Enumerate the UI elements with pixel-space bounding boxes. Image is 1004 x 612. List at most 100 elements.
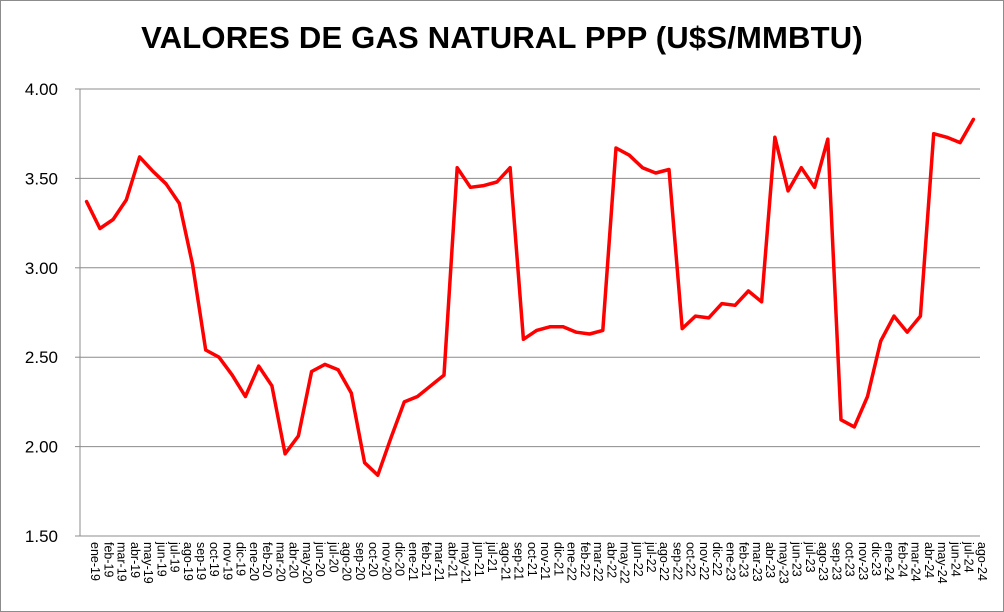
data-point	[323, 362, 327, 366]
data-point	[151, 169, 155, 173]
x-tick-label: ene-23	[723, 542, 737, 581]
data-point	[416, 395, 419, 399]
x-tick-label: feb-21	[419, 542, 433, 577]
data-point	[402, 400, 406, 404]
x-tick-label: jul-22	[644, 541, 658, 573]
data-point	[733, 303, 737, 307]
data-point	[826, 137, 830, 141]
x-tick-label: jun-23	[790, 541, 804, 577]
x-tick-label: ago-21	[498, 542, 512, 581]
x-axis-tick-labels: ene-19 feb-19 mar-19 abr-19 may-19 jun-19 jul-…	[88, 541, 989, 584]
x-tick-label: dic-21	[551, 542, 565, 576]
data-point	[945, 135, 949, 139]
data-point	[786, 189, 790, 193]
data-point	[680, 327, 684, 331]
data-point	[230, 373, 234, 377]
data-point	[349, 391, 353, 395]
series-lines	[84, 117, 976, 477]
x-tick-label: feb-24	[895, 542, 909, 577]
x-tick-label: abr-20	[287, 542, 301, 578]
x-tick-label: abr-23	[763, 542, 777, 578]
y-tick-label: 3.00	[25, 259, 58, 278]
x-tick-label: abr-22	[604, 542, 618, 578]
data-point	[799, 166, 803, 170]
data-point	[243, 395, 247, 399]
data-point	[508, 166, 512, 170]
x-tick-label: oct-23	[843, 542, 857, 577]
data-point	[363, 461, 367, 465]
x-tick-label: sep-23	[829, 542, 843, 580]
data-point	[138, 155, 142, 159]
x-tick-label: mar-23	[750, 542, 764, 582]
data-point	[310, 370, 314, 374]
data-point	[482, 184, 486, 188]
x-tick-label: sep-22	[670, 542, 684, 580]
x-tick-label: ago-24	[975, 542, 989, 581]
y-tick-label: 2.00	[25, 438, 58, 457]
data-point	[217, 355, 221, 359]
x-tick-label: ago-23	[816, 542, 830, 581]
data-point	[283, 452, 287, 456]
x-tick-label: nov-22	[697, 542, 711, 580]
data-point	[336, 368, 340, 372]
data-point	[720, 302, 724, 306]
data-point	[455, 166, 459, 170]
x-tick-label: dic-19	[234, 542, 248, 576]
x-tick-label: ene-19	[88, 542, 102, 581]
data-point	[918, 314, 922, 318]
x-tick-label: jun-22	[631, 541, 645, 577]
x-tick-label: oct-21	[525, 542, 539, 577]
data-point	[204, 348, 208, 352]
x-tick-label: may-22	[618, 542, 632, 584]
x-tick-label: jun-24	[948, 541, 962, 577]
x-tick-label: may-24	[935, 542, 949, 584]
x-tick-label: jul-21	[485, 541, 499, 573]
x-tick-label: sep-21	[512, 542, 526, 580]
x-tick-label: jul-24	[962, 541, 976, 573]
data-point	[773, 135, 777, 139]
x-tick-label: abr-24	[922, 542, 936, 578]
x-tick-label: sep-20	[353, 542, 367, 580]
x-tick-label: mar-22	[591, 542, 605, 582]
x-tick-label: oct-22	[684, 542, 698, 577]
x-tick-label: mar-24	[909, 542, 923, 582]
x-tick-label: sep-19	[194, 542, 208, 580]
data-point	[270, 384, 274, 388]
data-point	[124, 198, 128, 202]
data-point	[574, 330, 578, 334]
x-tick-label: jun-21	[472, 541, 486, 577]
y-tick-label: 1.50	[25, 527, 58, 546]
data-point	[813, 185, 817, 189]
data-point	[760, 300, 764, 304]
x-tick-label: feb-19	[101, 542, 115, 577]
x-tick-label: ene-24	[882, 542, 896, 581]
x-tick-label: jul-20	[326, 541, 340, 573]
x-tick-label: nov-19	[220, 542, 234, 580]
data-point	[707, 316, 711, 320]
gridlines	[75, 88, 980, 537]
data-point	[561, 325, 565, 329]
data-point	[905, 330, 909, 334]
x-tick-label: feb-23	[737, 542, 751, 577]
data-point	[641, 166, 644, 170]
x-tick-label: nov-20	[379, 542, 393, 580]
data-point	[614, 146, 618, 150]
x-tick-label: mar-19	[115, 542, 129, 582]
data-point	[667, 167, 671, 171]
y-axis-tick-labels: 1.50 2.00 2.50 3.00 3.50 4.00	[25, 80, 58, 546]
x-tick-label: mar-20	[273, 542, 287, 582]
data-point	[654, 171, 658, 175]
x-tick-label: feb-20	[260, 542, 274, 577]
data-point	[495, 180, 499, 184]
data-point	[932, 132, 936, 136]
x-tick-label: jul-23	[803, 541, 817, 573]
data-point	[879, 339, 883, 343]
x-tick-label: ene-20	[247, 542, 261, 581]
x-tick-label: may-23	[776, 542, 790, 584]
x-tick-label: oct-19	[207, 542, 221, 577]
x-tick-label: jun-20	[313, 541, 327, 577]
data-point	[111, 218, 115, 222]
x-tick-label: feb-22	[578, 542, 592, 577]
x-tick-label: abr-19	[128, 542, 142, 578]
